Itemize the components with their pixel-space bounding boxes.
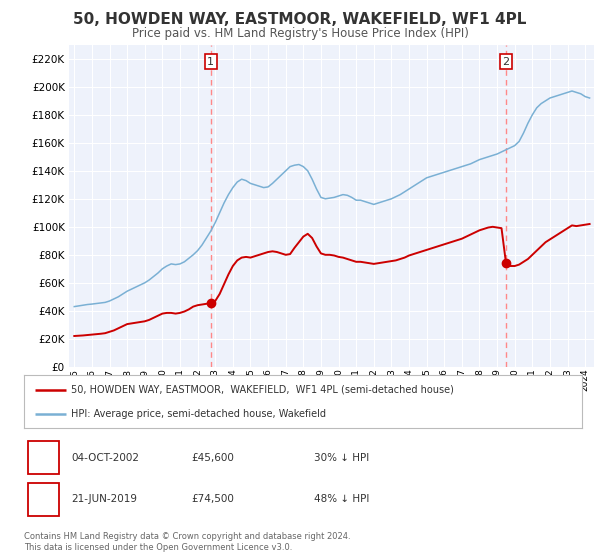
Text: 2: 2: [502, 57, 509, 67]
Text: Price paid vs. HM Land Registry's House Price Index (HPI): Price paid vs. HM Land Registry's House …: [131, 27, 469, 40]
Text: 21-JUN-2019: 21-JUN-2019: [71, 494, 137, 505]
Text: £45,600: £45,600: [191, 452, 234, 463]
FancyBboxPatch shape: [28, 441, 59, 474]
Text: Contains HM Land Registry data © Crown copyright and database right 2024.: Contains HM Land Registry data © Crown c…: [24, 532, 350, 541]
Text: 2: 2: [40, 494, 47, 505]
Text: 04-OCT-2002: 04-OCT-2002: [71, 452, 139, 463]
FancyBboxPatch shape: [28, 483, 59, 516]
Text: 1: 1: [208, 57, 214, 67]
Text: 50, HOWDEN WAY, EASTMOOR, WAKEFIELD, WF1 4PL: 50, HOWDEN WAY, EASTMOOR, WAKEFIELD, WF1…: [73, 12, 527, 27]
Text: 30% ↓ HPI: 30% ↓ HPI: [314, 452, 370, 463]
Text: 50, HOWDEN WAY, EASTMOOR,  WAKEFIELD,  WF1 4PL (semi-detached house): 50, HOWDEN WAY, EASTMOOR, WAKEFIELD, WF1…: [71, 385, 454, 395]
Text: HPI: Average price, semi-detached house, Wakefield: HPI: Average price, semi-detached house,…: [71, 409, 326, 419]
Text: £74,500: £74,500: [191, 494, 234, 505]
Text: 48% ↓ HPI: 48% ↓ HPI: [314, 494, 370, 505]
Text: 1: 1: [40, 452, 47, 463]
Text: This data is licensed under the Open Government Licence v3.0.: This data is licensed under the Open Gov…: [24, 543, 292, 552]
